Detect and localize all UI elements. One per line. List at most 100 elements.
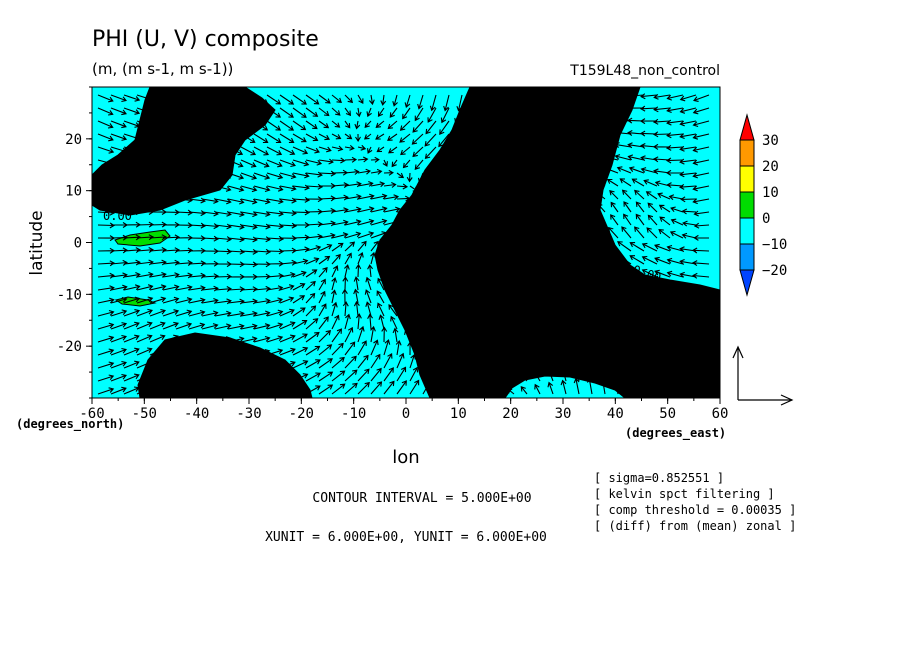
wind-vector-arrow [318,158,334,165]
wind-vector-arrow [668,194,684,201]
wind-vector-arrow [666,94,684,101]
note-line: [ (diff) from (mean) zonal ] [594,519,796,533]
wind-vector-arrow [162,334,179,343]
wind-vector-arrow [162,196,181,203]
wind-vector-arrow [123,360,140,369]
wind-vector-arrow [188,361,206,369]
wind-vector-arrow [266,386,283,395]
wind-vector-arrow [623,201,632,213]
wind-vector-arrow [455,276,463,287]
wind-vector-arrow [175,373,192,382]
wind-vector-arrow [591,266,606,278]
wind-vector-arrow [370,367,382,382]
wind-vector-arrow [635,201,645,213]
wind-vector-arrow [214,348,232,356]
wind-vector-arrow [383,231,401,239]
wind-vector-arrow [201,310,219,317]
wind-vector-arrow [683,369,697,382]
wind-vector-arrow [692,310,710,317]
wind-vector-arrow [465,364,476,371]
wind-vector-arrow [341,288,348,304]
wind-vector-arrow [564,306,580,317]
wind-vector-arrow [355,263,362,278]
wind-vector-arrow [201,133,218,143]
wind-vector-arrow [572,353,580,369]
wind-vector-arrow [110,107,127,116]
wind-vector-arrow [528,159,541,173]
wind-vector-arrow [399,120,411,131]
wind-vector-arrow [344,264,350,278]
wind-vector-arrow [437,337,450,344]
wind-vector-arrow [568,220,580,227]
wind-vector-arrow [422,368,430,382]
wind-vector-arrow [279,146,296,156]
wind-vector-arrow [580,230,593,239]
wind-vector-arrow [612,364,619,382]
wind-vector-arrow [292,120,307,131]
wind-vector-arrow [396,232,413,239]
wind-vector-arrow [253,146,270,156]
wind-vector-arrow [344,231,362,239]
wind-vector-arrow [654,243,671,252]
wind-vector-arrow [344,144,355,151]
wind-vector-arrow [647,214,658,226]
wind-vector-arrow [201,159,219,167]
wind-vector-arrow [292,360,309,369]
wind-vector-arrow [344,94,354,104]
wind-vector-arrow [614,129,632,136]
wind-vector-arrow [279,296,295,304]
colorbar-segment [739,165,755,193]
wind-vector-arrow [657,192,671,200]
wind-vector-arrow [568,196,580,203]
wind-vector-arrow [214,198,232,205]
x-tick-label: 0 [402,406,410,422]
wind-vector-arrow [531,185,541,199]
wind-vector-arrow [357,94,364,104]
wind-vector-arrow [318,344,333,356]
wind-vector-arrow [609,339,619,356]
wind-vector-arrow [110,347,127,356]
wind-vector-arrow [679,158,697,165]
wind-vector-arrow [430,345,437,356]
wind-vector-arrow [136,334,153,343]
wind-vector-arrow [279,373,296,382]
wind-vector-arrow [409,366,419,382]
wind-vector-arrow [266,172,284,180]
wind-vector-arrow [214,310,232,317]
wind-vector-arrow [370,206,388,213]
wind-vector-arrow [491,146,502,161]
wind-vector-arrow [548,250,554,259]
wind-vector-arrow [417,94,424,110]
wind-vector-arrow [680,196,697,203]
wind-vector-arrow [344,382,358,395]
wind-vector-arrow [679,297,697,304]
x-tick-label: 40 [607,406,624,422]
wind-vector-arrow [292,346,309,356]
wind-vector-arrow [665,169,684,176]
wind-vector-arrow [279,222,298,229]
wind-vector-arrow [532,360,541,369]
wind-vector-arrow [375,133,385,140]
wind-vector-arrow [478,146,489,161]
wind-vector-arrow [318,278,326,291]
wind-vector-arrow [483,224,490,240]
wind-vector-arrow [647,202,658,213]
wind-vector-arrow [227,387,245,395]
wind-vector-arrow [357,144,367,151]
wind-vector-arrow [694,371,710,382]
wind-vector-arrow [435,382,443,395]
y-tick-label: -20 [57,339,82,355]
wind-vector-arrow [679,171,697,178]
y-units-label: (degrees_north) [16,417,124,432]
wind-vector-arrow [412,146,424,158]
wind-vector-arrow [412,120,424,133]
wind-vector-arrow [214,374,232,382]
wind-vector-arrow [452,159,463,174]
colorbar-label: 10 [762,185,779,201]
wind-vector-arrow [401,317,411,330]
wind-vector-arrow [388,304,398,317]
wind-vector-arrow [599,364,606,382]
wind-vector-arrow [553,172,567,181]
wind-vector-arrow [355,107,362,118]
wind-vector-arrow [318,94,331,104]
